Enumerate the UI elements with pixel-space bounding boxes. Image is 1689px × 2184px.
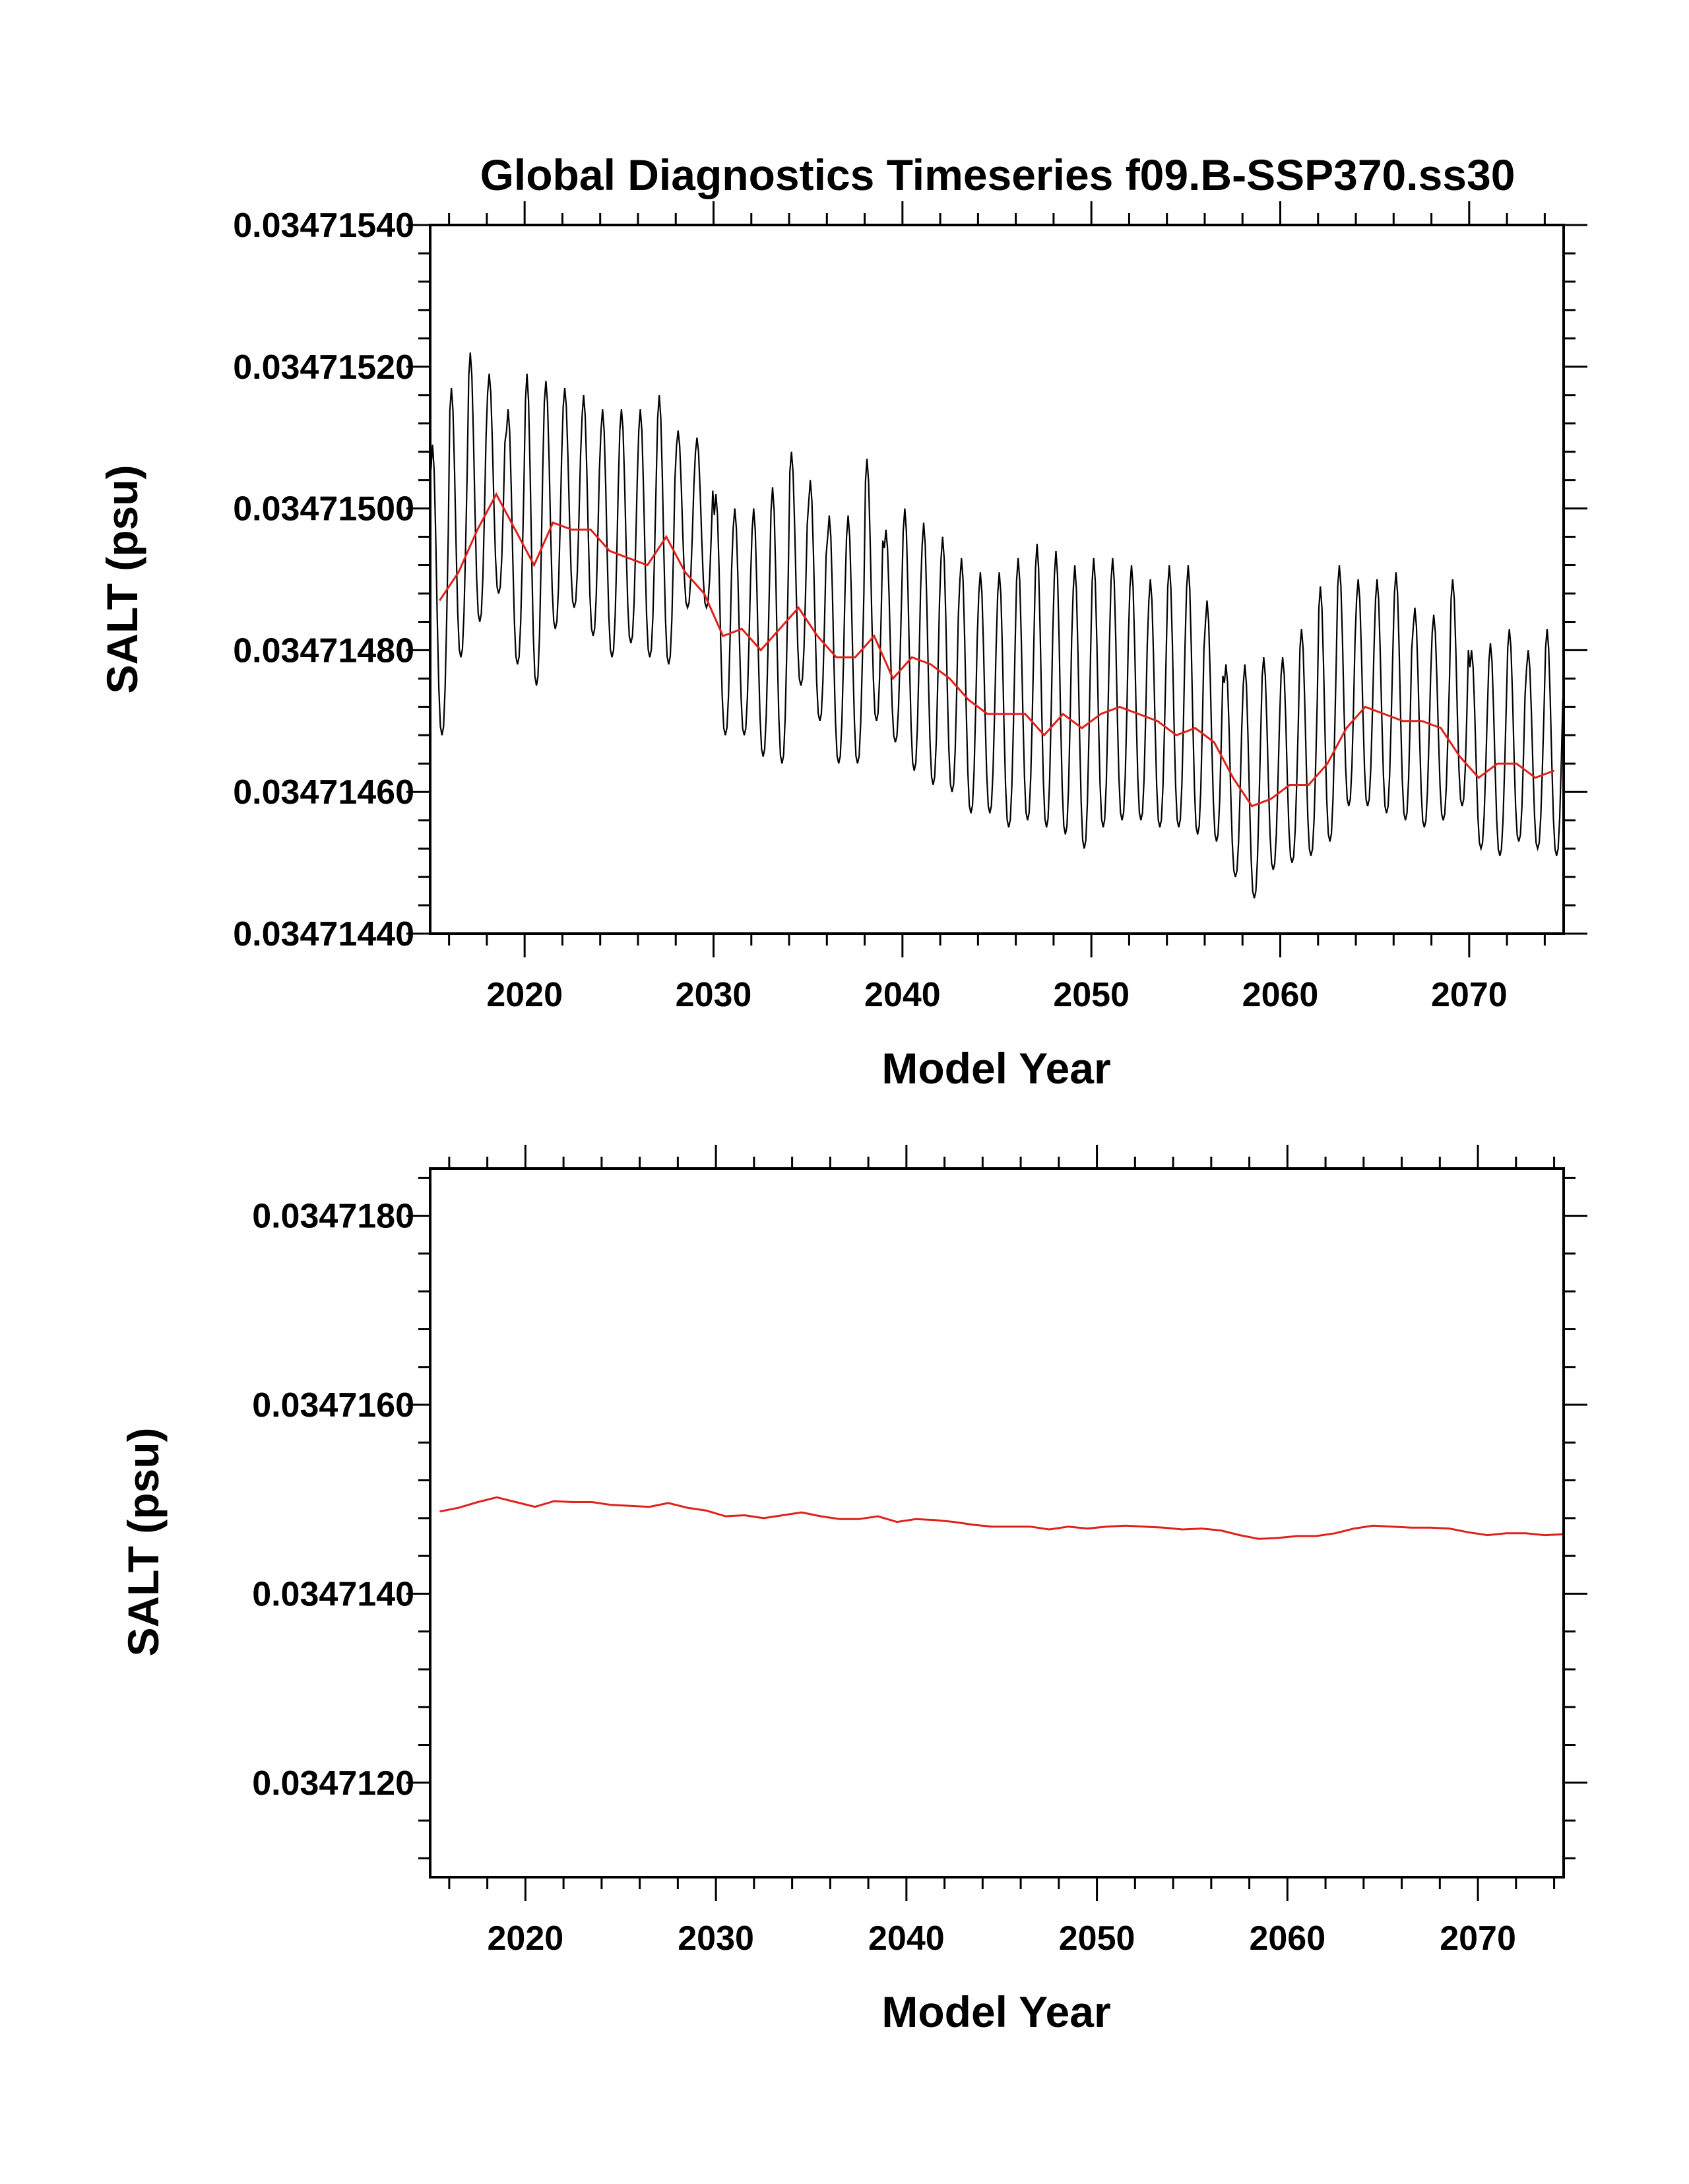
x-tick-label: 2070	[1440, 1919, 1516, 1958]
x-tick-label: 2030	[678, 1919, 754, 1958]
y-tick-label: 0.03471460	[233, 773, 414, 812]
x-tick-label: 2040	[864, 976, 941, 1014]
x-tick-label: 2030	[676, 976, 752, 1014]
x-tick-label: 2040	[868, 1919, 945, 1958]
y-tick-label: 0.0347160	[252, 1386, 414, 1425]
bottom-x-axis-label: Model Year	[881, 1987, 1110, 2036]
x-tick-label: 2050	[1059, 1919, 1135, 1958]
bottom-axis-ticks	[406, 1145, 1587, 1901]
top-x-tick-labels: 2020 2030 2040 2050 2060 2070	[486, 976, 1507, 1014]
bottom-y-tick-labels: 0.0347120 0.0347140 0.0347160 0.0347180	[252, 1198, 414, 1803]
bottom-y-axis-label: SALT (psu)	[119, 1427, 168, 1656]
y-tick-label: 0.0347120	[252, 1764, 414, 1803]
annual-mean-salt-series-line	[439, 492, 1555, 808]
y-tick-label: 0.03471440	[233, 915, 414, 953]
x-tick-label: 2070	[1431, 976, 1508, 1014]
monthly-salt-series-line	[430, 352, 1564, 899]
bottom-x-tick-labels: 2020 2030 2040 2050 2060 2070	[488, 1919, 1516, 1958]
top-x-axis-label: Model Year	[881, 1044, 1110, 1093]
x-tick-label: 2060	[1242, 976, 1319, 1014]
annual-mean-salt-series-line	[439, 1496, 1564, 1540]
x-tick-label: 2050	[1053, 976, 1130, 1014]
y-tick-label: 0.03471520	[233, 348, 414, 387]
y-tick-label: 0.03471500	[233, 490, 414, 529]
salt-timeseries-panel-bottom: 0.0347120 0.0347140 0.0347160 0.0347180 202…	[119, 1145, 1587, 2036]
top-axis-ticks	[406, 201, 1587, 957]
salt-timeseries-panel-top: 0.03471440 0.03471460 0.03471480 0.03471500…	[98, 201, 1587, 1093]
x-tick-label: 2020	[486, 976, 563, 1014]
bottom-plot-frame	[429, 1167, 1565, 1879]
x-tick-label: 2060	[1249, 1919, 1325, 1958]
top-plot-frame	[429, 224, 1565, 935]
y-tick-label: 0.03471480	[233, 631, 414, 670]
top-y-tick-labels: 0.03471440 0.03471460 0.03471480 0.03471500…	[233, 207, 414, 953]
top-y-axis-label: SALT (psu)	[98, 465, 146, 693]
y-tick-label: 0.0347180	[252, 1198, 414, 1236]
top-series-group	[430, 352, 1564, 899]
y-tick-label: 0.0347140	[252, 1575, 414, 1613]
bottom-series-group	[439, 1496, 1564, 1540]
y-tick-label: 0.03471540	[233, 207, 414, 245]
x-tick-label: 2020	[488, 1919, 564, 1958]
figure-title: Global Diagnostics Timeseries f09.B-SSP3…	[480, 150, 1515, 199]
